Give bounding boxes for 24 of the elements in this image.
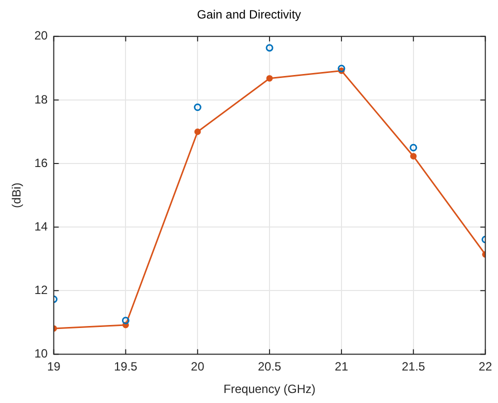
y-tick-label: 14 <box>34 219 48 234</box>
y-axis-title: (dBi) <box>10 182 24 208</box>
point <box>194 128 201 135</box>
x-tick-label: 20 <box>190 360 205 374</box>
x-tick-label: 22 <box>478 360 492 374</box>
y-tick-label: 10 <box>34 346 48 361</box>
y-tick-label: 20 <box>34 28 48 43</box>
x-tick-label: 20.5 <box>258 360 282 374</box>
x-tick-label: 21.5 <box>402 360 426 374</box>
point <box>410 152 417 160</box>
y-tick-label: 18 <box>34 92 48 106</box>
x-tick-label: 21 <box>334 360 348 374</box>
point <box>338 64 346 72</box>
y-tick-label: 16 <box>34 156 48 170</box>
x-axis-title: Frequency (GHz) <box>224 382 316 396</box>
point <box>410 144 418 152</box>
point <box>266 75 273 82</box>
point <box>122 316 130 324</box>
y-tick-label: 12 <box>34 282 48 297</box>
x-tick-label: 19 <box>47 360 61 374</box>
point <box>266 44 274 52</box>
chart-title: Gain and Directivity <box>196 8 302 22</box>
point <box>194 104 202 112</box>
x-tick-label: 19.5 <box>114 360 138 374</box>
